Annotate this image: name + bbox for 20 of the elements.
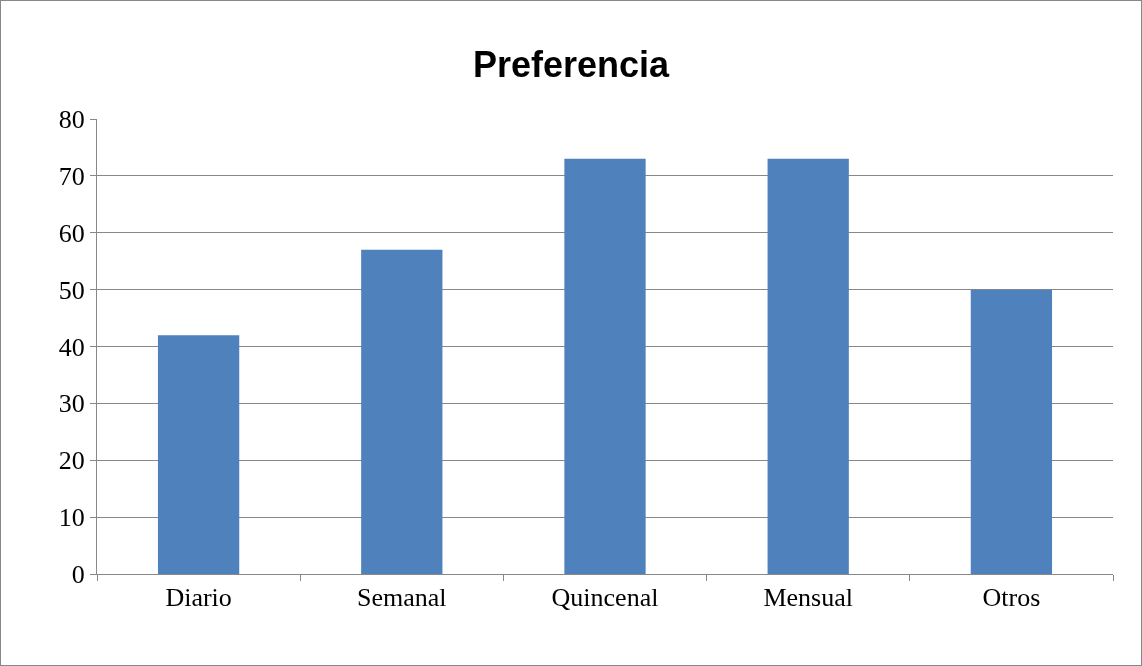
x-tick-label: Quincenal — [551, 583, 659, 613]
x-tick-label: Semanal — [357, 583, 447, 613]
x-tick-label: Diario — [165, 583, 232, 613]
y-tick-label: 10 — [58, 503, 85, 533]
y-tick-label: 20 — [58, 446, 85, 476]
y-tick-label: 40 — [58, 332, 85, 362]
chart-title: Preferencia — [472, 43, 671, 85]
bar — [361, 249, 443, 574]
x-tick-label: Mensual — [763, 583, 853, 613]
y-tick-label: 0 — [71, 560, 85, 590]
y-tick-label: 80 — [58, 105, 85, 135]
y-tick-label: 30 — [58, 389, 85, 419]
y-tick-label: 50 — [58, 275, 85, 305]
bar — [767, 158, 849, 574]
x-tick-label: Otros — [982, 583, 1041, 613]
bar — [564, 158, 646, 574]
bar — [157, 335, 240, 574]
y-tick-label: 60 — [58, 218, 85, 248]
bar — [970, 289, 1053, 574]
y-tick-label: 70 — [58, 161, 85, 191]
